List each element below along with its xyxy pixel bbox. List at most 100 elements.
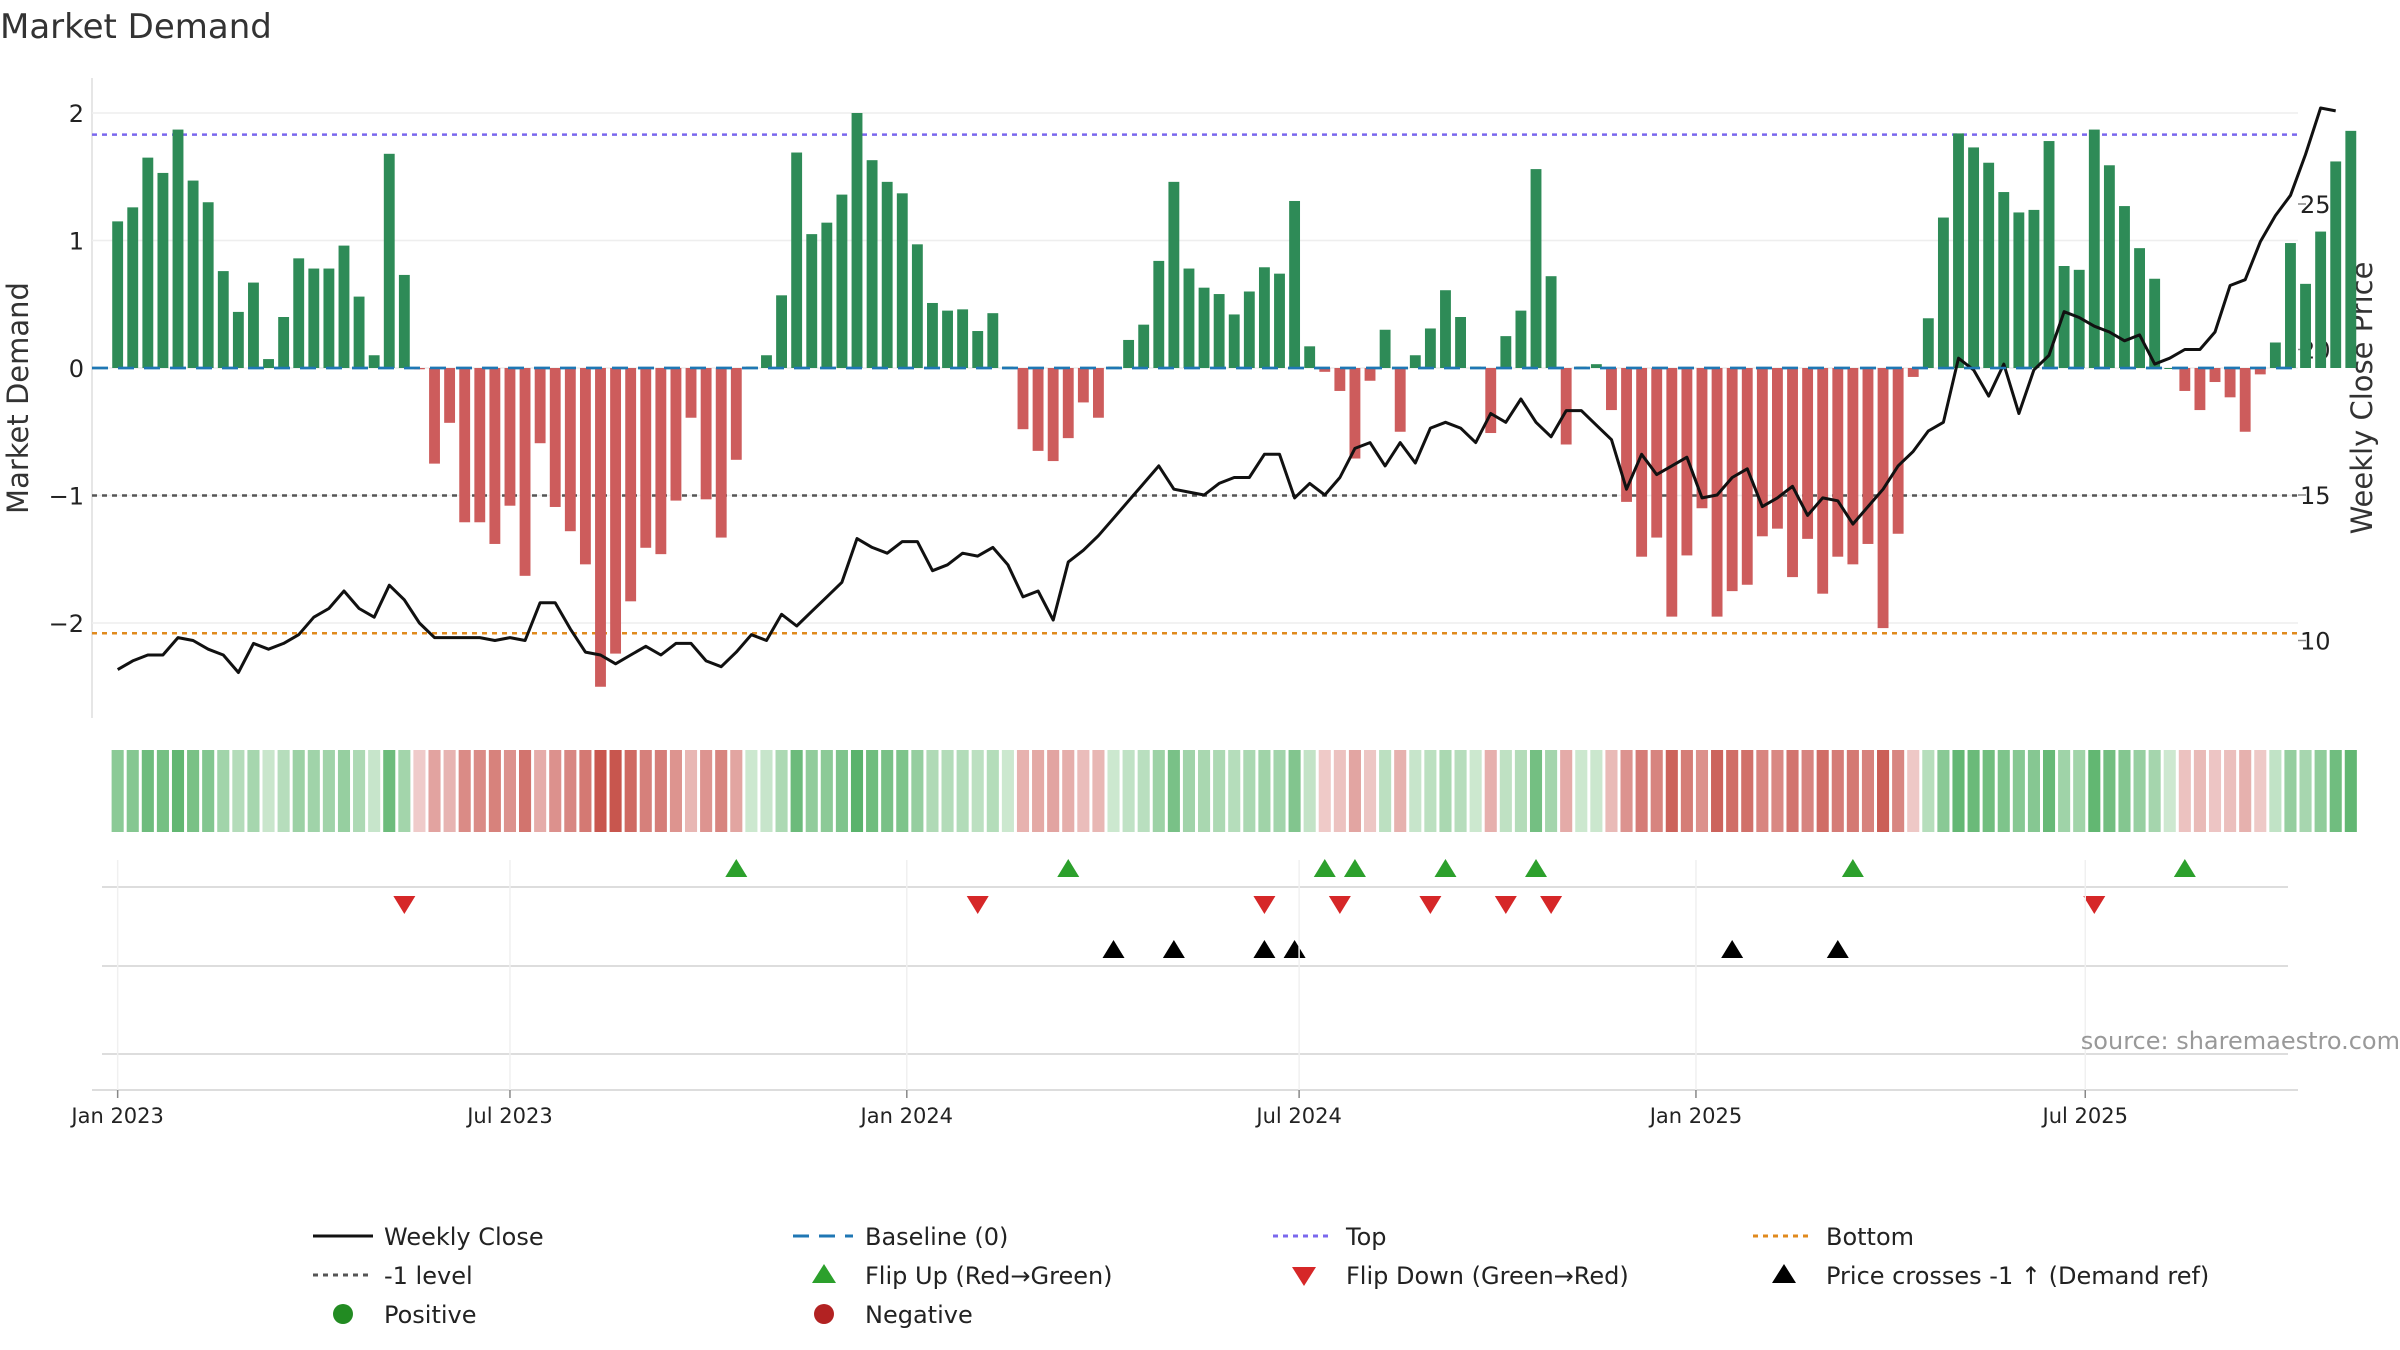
heat-cell [639, 750, 652, 832]
demand-bar-positive [383, 153, 395, 368]
heat-cell [1062, 750, 1075, 832]
heat-cell [1997, 750, 2010, 832]
legend: Weekly Close Baseline (0) Top Bottom -1 … [313, 1223, 2209, 1329]
heat-cell [2269, 750, 2282, 832]
heat-cell [1182, 750, 1196, 832]
demand-bar-positive [1455, 317, 1466, 368]
demand-bar-positive [881, 181, 893, 368]
heat-cell [654, 750, 667, 832]
heat-cell [2118, 750, 2131, 832]
heat-cell [911, 750, 924, 832]
demand-bar-positive [1168, 181, 1180, 368]
flip-down-marker [393, 896, 416, 914]
legend-baseline: Baseline (0) [865, 1223, 1008, 1251]
demand-bar-negative [640, 368, 652, 548]
heat-cell [1409, 750, 1422, 832]
demand-bar-positive [942, 310, 953, 368]
heat-cell [217, 750, 230, 832]
demand-bar-negative [579, 368, 591, 565]
demand-bar-positive [972, 331, 984, 368]
price-cross-markers [102, 940, 2288, 1055]
x-tick-label: Jan 2023 [69, 1104, 164, 1128]
demand-bar-positive [338, 245, 350, 368]
flip-up-marker [1525, 859, 1548, 877]
demand-bar-negative [444, 368, 456, 423]
demand-bar-negative [610, 368, 622, 654]
demand-bar-positive [2330, 161, 2342, 368]
demand-bars [112, 113, 2357, 687]
heat-cell [2344, 750, 2357, 832]
heat-cell [1560, 750, 1573, 832]
demand-bar-negative [685, 368, 697, 418]
demand-bar-positive [127, 207, 139, 368]
x-tick-label: Jul 2023 [465, 1104, 552, 1128]
demand-bar-positive [1289, 200, 1301, 368]
demand-bar-negative [1681, 368, 1693, 556]
y-tick-label: 2 [69, 100, 84, 128]
demand-bar-positive [2134, 248, 2145, 368]
reference-lines [92, 133, 2298, 635]
heat-cell [594, 750, 607, 832]
heat-cell [1620, 750, 1633, 832]
heat-cell [1756, 750, 1769, 832]
demand-bar-negative [730, 368, 742, 460]
heat-cell [1016, 750, 1030, 832]
demand-bar-negative [1334, 368, 1346, 391]
flip-down-marker [1253, 896, 1276, 914]
heat-cell [187, 750, 200, 832]
heat-cell [1877, 750, 1890, 832]
heat-cell [986, 750, 999, 832]
heat-cell [473, 750, 486, 832]
heat-cell [684, 750, 698, 832]
demand-bar-positive [1409, 355, 1421, 368]
demand-bar-positive [821, 222, 833, 368]
heat-cell [2284, 750, 2297, 832]
flip-up-marker [1343, 859, 1366, 877]
heat-cell [760, 750, 773, 832]
heat-cell [126, 750, 139, 832]
heat-cell [1590, 750, 1603, 832]
heat-cell [1469, 750, 1482, 832]
demand-bar-positive [1998, 192, 2010, 368]
heat-cell [443, 750, 456, 832]
flip-markers [102, 859, 2288, 914]
demand-bar-positive [1937, 217, 1949, 368]
flip-up-marker [1057, 859, 1080, 877]
demand-bar-positive [1198, 287, 1210, 368]
heat-cell [579, 750, 592, 832]
demand-bar-negative [459, 368, 471, 523]
heat-cell [2103, 750, 2116, 832]
heat-cell [1529, 750, 1543, 832]
heat-cell [322, 750, 335, 832]
y-tick-label: −2 [49, 610, 84, 638]
heat-cell [1454, 750, 1467, 832]
legend-positive-icon [333, 1304, 353, 1324]
heat-cell [1424, 750, 1437, 832]
demand-bar-positive [308, 268, 320, 368]
heat-cell [534, 750, 547, 832]
chart-title: Market Demand [0, 7, 272, 47]
demand-bar-positive [957, 309, 969, 368]
demand-bar-negative [549, 368, 561, 507]
demand-bar-negative [2239, 368, 2251, 432]
heat-cell [1514, 750, 1527, 832]
heat-cell [1545, 750, 1558, 832]
heat-cell [730, 750, 743, 832]
heat-cell [1892, 750, 1905, 832]
weekly-close-series [116, 106, 2336, 674]
x-axis: Jan 2023 Jul 2023 Jan 2024 Jul 2024 Jan 2025… [69, 860, 2298, 1128]
heat-cell [398, 750, 411, 832]
heat-cell [971, 750, 984, 832]
heat-cell [1907, 750, 1920, 832]
demand-bar-positive [232, 311, 244, 368]
heat-cell [805, 750, 818, 832]
flip-up-marker [2173, 859, 2196, 877]
demand-bar-negative [700, 368, 712, 500]
heat-cell [2012, 750, 2025, 832]
demand-bar-positive [187, 180, 199, 368]
heat-cell [413, 750, 426, 832]
heat-cell [292, 750, 305, 832]
y-tick-label: 0 [69, 355, 84, 383]
demand-bar-positive [791, 152, 803, 368]
demand-bar-negative [1062, 368, 1074, 439]
